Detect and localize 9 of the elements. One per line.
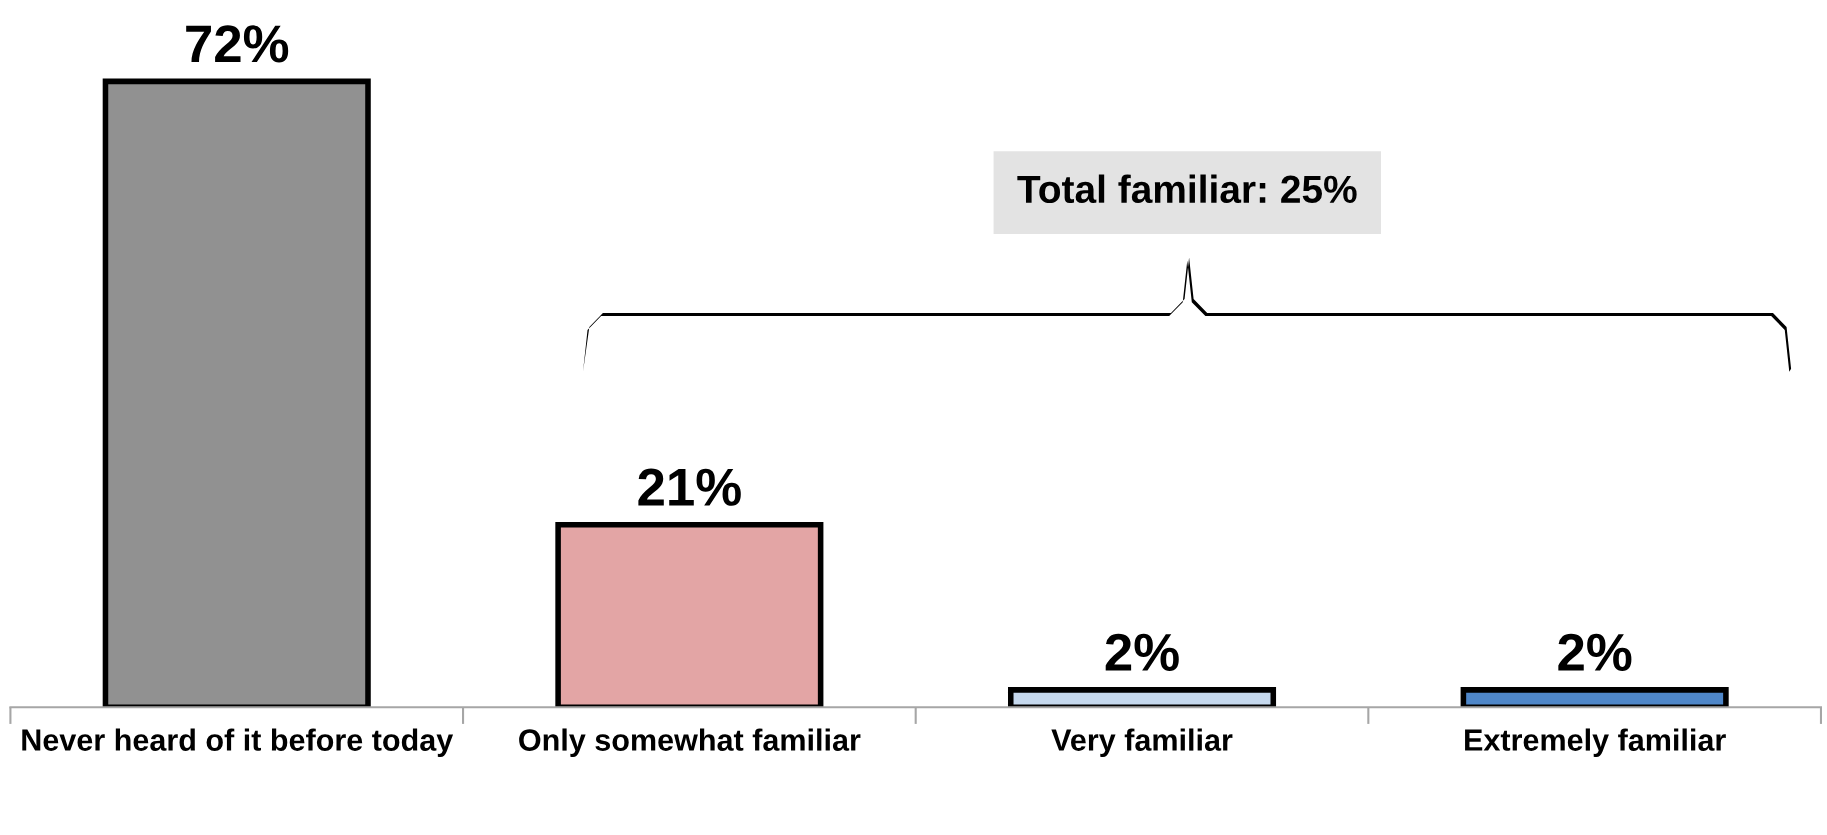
x-tick-label: Only somewhat familiar	[519, 728, 861, 757]
x-tick-label: Very familiar	[1051, 728, 1233, 757]
data-label: 2%	[1105, 633, 1179, 671]
data-label: 72%	[186, 25, 289, 63]
data-label: 2%	[1558, 633, 1632, 671]
annotation: Total familiar: 25%	[1017, 174, 1357, 204]
data-label: 21%	[638, 468, 741, 506]
x-tick-label: Extremely familiar	[1465, 728, 1726, 757]
x-tick-label: Never heard of it before today	[22, 728, 454, 757]
